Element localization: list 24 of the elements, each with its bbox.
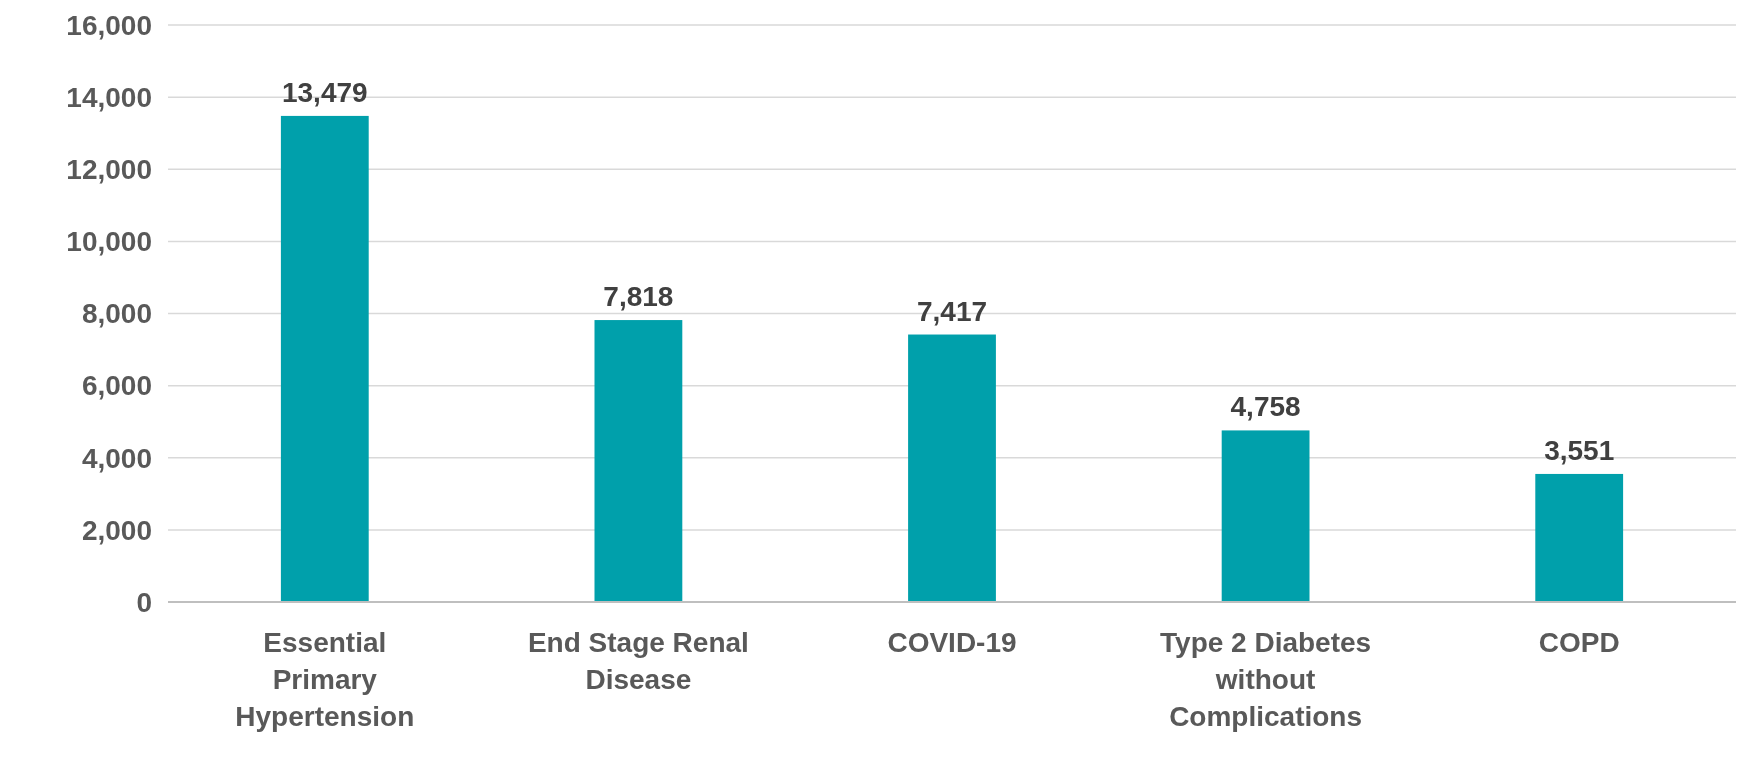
- data-label: 7,417: [916, 295, 988, 327]
- bar: [280, 115, 369, 602]
- x-tick-label: Type 2 Diabetes without Complications: [1160, 627, 1372, 732]
- data-label: 3,551: [1544, 434, 1615, 466]
- y-tick-label: 6,000: [81, 370, 152, 402]
- y-tick-label: 2,000: [81, 514, 152, 546]
- y-tick-label: 16,000: [66, 9, 152, 41]
- y-tick-label: 12,000: [66, 154, 152, 186]
- x-tick-label: COPD: [1538, 627, 1620, 658]
- y-tick-label: 0: [136, 586, 152, 618]
- bar: [594, 320, 683, 602]
- x-tick-label: COVID-19: [887, 627, 1017, 658]
- data-label: 4,758: [1230, 391, 1301, 423]
- y-tick-label: 8,000: [81, 298, 152, 330]
- data-label: 13,479: [281, 76, 368, 108]
- x-tick-label: Essential Primary Hypertension: [235, 627, 415, 732]
- y-tick-label: 10,000: [66, 226, 152, 258]
- bar: [1221, 430, 1310, 602]
- x-tick-label: End Stage Renal Disease: [527, 627, 749, 695]
- bar: [908, 334, 996, 602]
- data-label: 7,818: [603, 281, 674, 313]
- y-tick-label: 4,000: [81, 442, 152, 474]
- bar: [1535, 473, 1624, 602]
- y-tick-label: 14,000: [66, 81, 152, 113]
